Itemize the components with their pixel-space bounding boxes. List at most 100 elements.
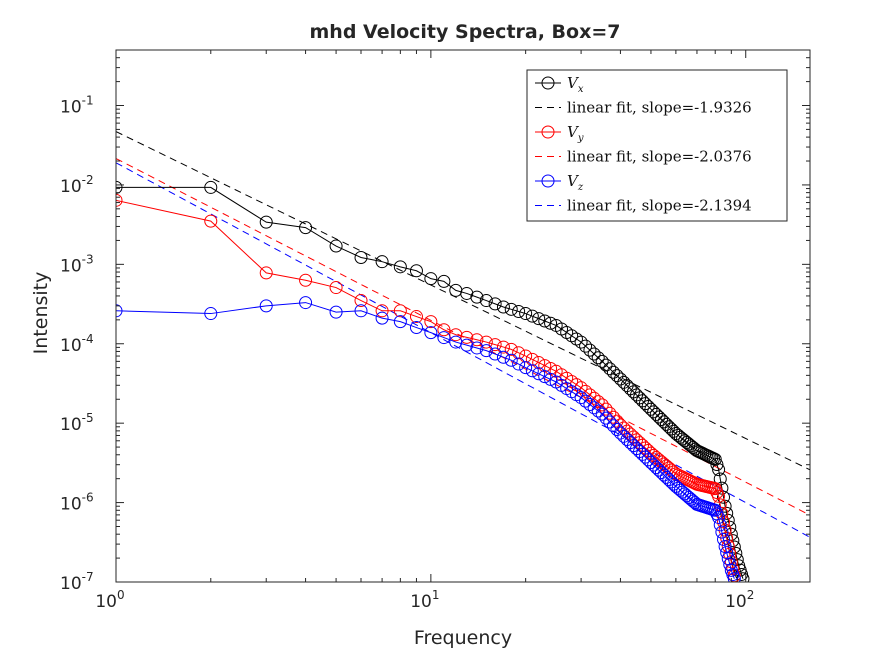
legend-marker-y bbox=[541, 125, 555, 139]
data-point-y bbox=[204, 214, 218, 228]
data-point-x bbox=[591, 351, 605, 365]
data-point-x bbox=[649, 407, 663, 421]
data-point-z bbox=[720, 546, 734, 560]
data-point-y bbox=[409, 310, 423, 324]
data-point-z bbox=[591, 404, 605, 418]
y-tick-exponent: -4 bbox=[82, 332, 94, 346]
data-series bbox=[116, 180, 750, 582]
data-point-y bbox=[504, 342, 518, 356]
data-point-z bbox=[116, 304, 123, 318]
data-point-x bbox=[259, 215, 273, 229]
data-point-x bbox=[603, 362, 617, 376]
data-point-z bbox=[595, 407, 609, 421]
data-point-y bbox=[375, 304, 389, 318]
series-z bbox=[116, 296, 741, 582]
data-point-z bbox=[393, 315, 407, 329]
data-point-z bbox=[654, 466, 668, 480]
data-point-y bbox=[649, 451, 663, 465]
data-point-z bbox=[659, 470, 673, 484]
data-point-z bbox=[715, 525, 729, 539]
data-point-z bbox=[259, 299, 273, 313]
data-point-z bbox=[532, 367, 546, 381]
data-point-y bbox=[470, 333, 484, 347]
legend-label-subscript: x bbox=[578, 84, 584, 95]
data-point-z bbox=[583, 398, 597, 412]
legend-label-subscript: z bbox=[577, 182, 584, 193]
data-point-x bbox=[299, 221, 313, 235]
data-point-z bbox=[460, 338, 474, 352]
y-tick-exponent: -1 bbox=[82, 94, 94, 108]
y-tick-label: 10-1 bbox=[60, 94, 94, 118]
data-point-x bbox=[610, 369, 624, 383]
data-point-x bbox=[659, 417, 673, 431]
data-point-z bbox=[647, 458, 661, 472]
data-point-z bbox=[538, 370, 552, 384]
data-point-x bbox=[393, 260, 407, 274]
x-axis-label: Frequency bbox=[414, 627, 512, 649]
data-point-z bbox=[712, 510, 726, 524]
data-point-x bbox=[116, 180, 123, 194]
data-point-x bbox=[504, 302, 518, 316]
data-point-z bbox=[512, 357, 526, 371]
data-point-z bbox=[525, 364, 539, 378]
data-point-y bbox=[712, 489, 726, 503]
data-point-y bbox=[717, 515, 731, 529]
data-point-x bbox=[409, 264, 423, 278]
data-point-y bbox=[354, 294, 368, 308]
data-point-z bbox=[519, 361, 533, 375]
y-tick-label: 10-7 bbox=[60, 570, 94, 594]
data-point-z bbox=[649, 461, 663, 475]
data-point-y bbox=[437, 323, 451, 337]
data-point-x bbox=[375, 255, 389, 269]
data-point-x bbox=[654, 412, 668, 426]
data-point-x bbox=[708, 452, 722, 466]
data-point-y bbox=[393, 304, 407, 318]
y-tick-exponent: -7 bbox=[82, 570, 94, 584]
legend-fit-label-z: linear fit, slope=-2.1394 bbox=[567, 197, 752, 215]
data-point-y bbox=[569, 378, 583, 392]
data-point-y bbox=[574, 381, 588, 395]
data-point-z bbox=[717, 532, 731, 546]
data-point-x bbox=[647, 405, 661, 419]
data-point-z bbox=[644, 455, 658, 469]
data-point-z bbox=[488, 347, 502, 361]
data-point-x bbox=[204, 180, 218, 194]
data-point-y bbox=[116, 193, 123, 207]
data-point-z bbox=[599, 411, 613, 425]
data-point-x bbox=[329, 239, 343, 253]
data-point-x bbox=[717, 490, 731, 504]
data-point-z bbox=[688, 496, 702, 510]
data-point-x bbox=[583, 343, 597, 357]
data-point-x bbox=[613, 372, 627, 386]
data-point-z bbox=[409, 321, 423, 335]
data-point-y bbox=[718, 523, 732, 537]
data-point-z bbox=[727, 572, 741, 582]
data-point-y bbox=[488, 338, 502, 352]
data-point-x bbox=[569, 332, 583, 346]
data-point-z bbox=[579, 394, 593, 408]
data-point-x bbox=[712, 463, 726, 477]
data-point-x bbox=[599, 358, 613, 372]
data-point-y bbox=[479, 335, 493, 349]
x-tick-exponent: 1 bbox=[432, 588, 440, 602]
data-point-z bbox=[721, 552, 735, 566]
data-point-z bbox=[603, 415, 617, 429]
data-point-z bbox=[662, 473, 676, 487]
data-point-z bbox=[718, 539, 732, 553]
data-point-x bbox=[652, 410, 666, 424]
y-tick-exponent: -6 bbox=[82, 491, 94, 505]
data-point-x bbox=[424, 272, 438, 286]
data-point-z bbox=[504, 353, 518, 367]
data-point-x bbox=[532, 312, 546, 326]
data-point-y bbox=[424, 315, 438, 329]
data-point-y bbox=[259, 266, 273, 280]
data-point-x bbox=[644, 402, 658, 416]
data-point-x bbox=[544, 316, 558, 330]
data-point-z bbox=[479, 344, 493, 358]
data-point-y bbox=[532, 356, 546, 370]
y-axis-label: Intensity bbox=[30, 272, 52, 355]
y-tick-exponent: -5 bbox=[82, 411, 94, 425]
data-point-z bbox=[437, 331, 451, 345]
